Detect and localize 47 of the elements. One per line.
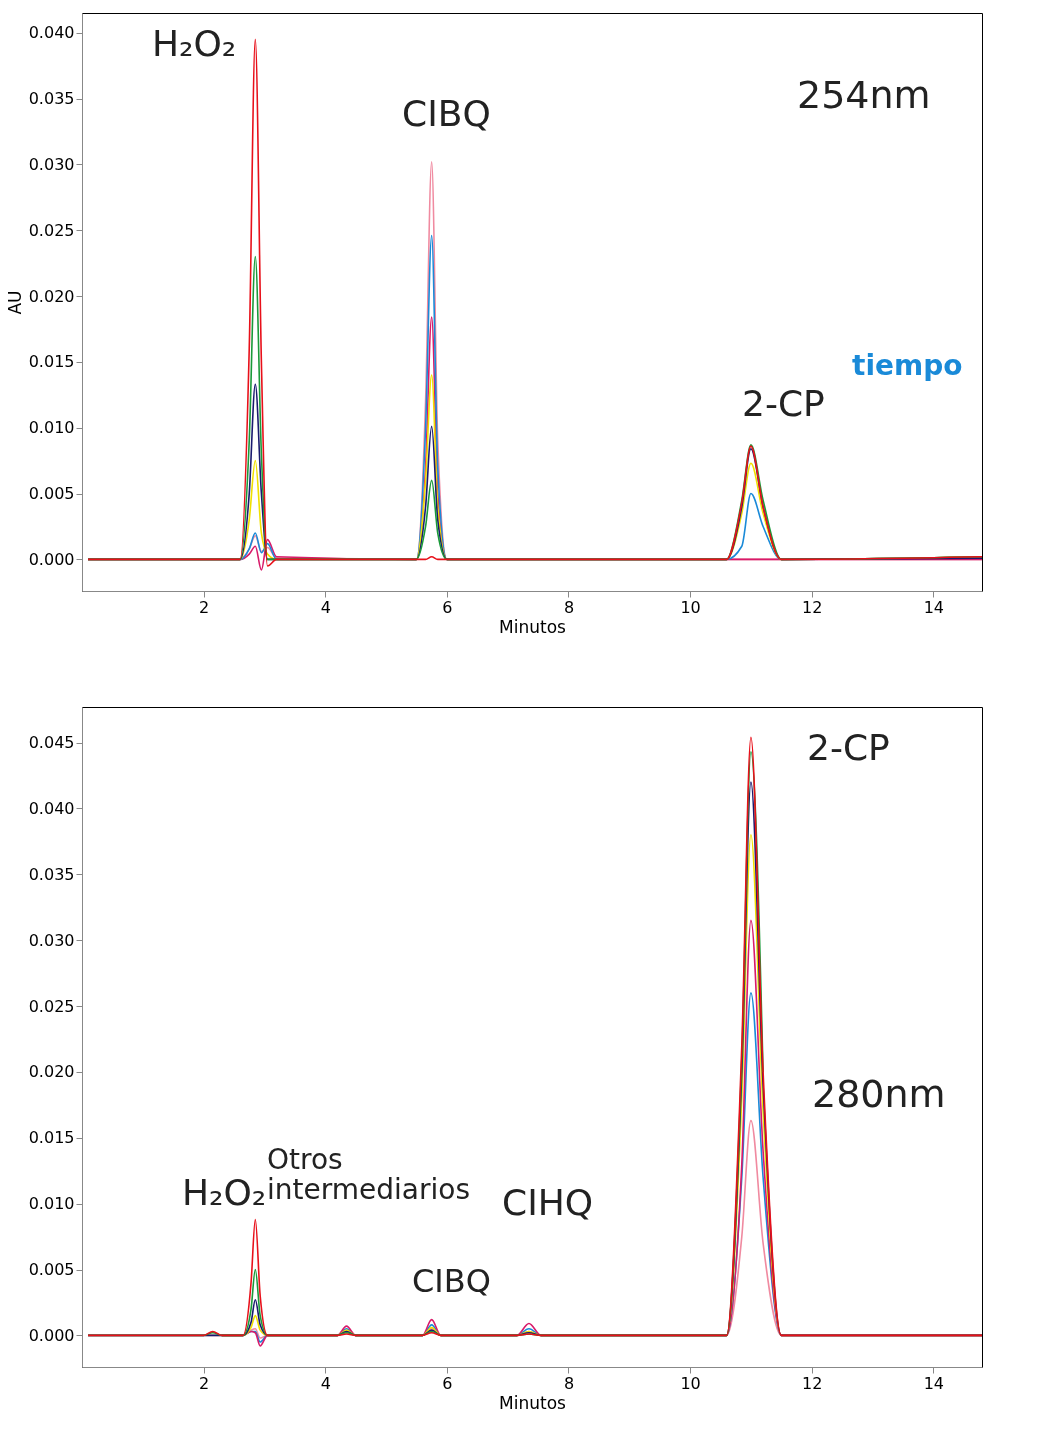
y-tick-label: 0.015: [28, 352, 75, 372]
y-tick-label: 0.020: [28, 1062, 75, 1082]
x-tick-label: 6: [442, 1373, 453, 1393]
y-axis-title: AU: [4, 290, 25, 315]
y-tick-label: 0.045: [28, 733, 75, 753]
y-tick-label: 0.020: [28, 286, 75, 306]
x-tick-label: 10: [680, 1373, 701, 1393]
y-tick-label: 0.025: [28, 996, 75, 1016]
y-tick-label: 0.000: [28, 549, 75, 569]
x-tick-label: 8: [563, 1373, 575, 1393]
annotation: CIBQ: [412, 1262, 491, 1300]
x-tick-label: 2: [199, 1373, 210, 1393]
annotation: 280nm: [812, 1072, 946, 1116]
y-tick-label: 0.015: [28, 1128, 75, 1148]
x-tick-label: 6: [442, 597, 453, 617]
y-tick-label: 0.005: [28, 484, 75, 504]
y-tick-label: 0.025: [28, 220, 75, 240]
x-tick-label: 2: [199, 597, 210, 617]
x-tick-label: 4: [320, 1373, 331, 1393]
y-tick-label: 0.005: [28, 1260, 75, 1280]
y-tick-label: 0.040: [28, 23, 75, 43]
y-tick-label: 0.035: [28, 89, 75, 109]
x-tick-label: 12: [802, 597, 823, 617]
annotation: H₂O₂: [182, 1172, 267, 1213]
annotation: H₂O₂: [152, 23, 237, 64]
y-tick-label: 0.010: [28, 418, 75, 438]
x-tick-label: 10: [680, 597, 701, 617]
y-tick-label: 0.030: [28, 930, 75, 950]
x-tick-label: 14: [923, 1373, 945, 1393]
annotation: Otros intermediarios: [267, 1143, 470, 1206]
y-tick-label: 0.000: [28, 1325, 75, 1345]
y-tick-label: 0.010: [28, 1194, 75, 1214]
y-tick-label: 0.030: [28, 154, 75, 174]
annotation: CIHQ: [502, 1182, 594, 1223]
x-tick-label: 4: [320, 597, 331, 617]
y-tick-label: 0.035: [28, 864, 75, 884]
annotation: 2-CP: [807, 727, 890, 768]
x-axis-title: Minutos: [499, 1392, 567, 1413]
x-tick-label: 14: [923, 597, 945, 617]
y-tick-label: 0.040: [28, 798, 75, 818]
annotation: 2-CP: [742, 383, 825, 424]
annotation: CIBQ: [402, 93, 491, 134]
annotation: 254nm: [797, 73, 931, 117]
x-tick-label: 8: [563, 597, 575, 617]
x-tick-label: 12: [802, 1373, 823, 1393]
annotation: tiempo: [852, 349, 963, 382]
x-axis-title: Minutos: [499, 616, 567, 637]
